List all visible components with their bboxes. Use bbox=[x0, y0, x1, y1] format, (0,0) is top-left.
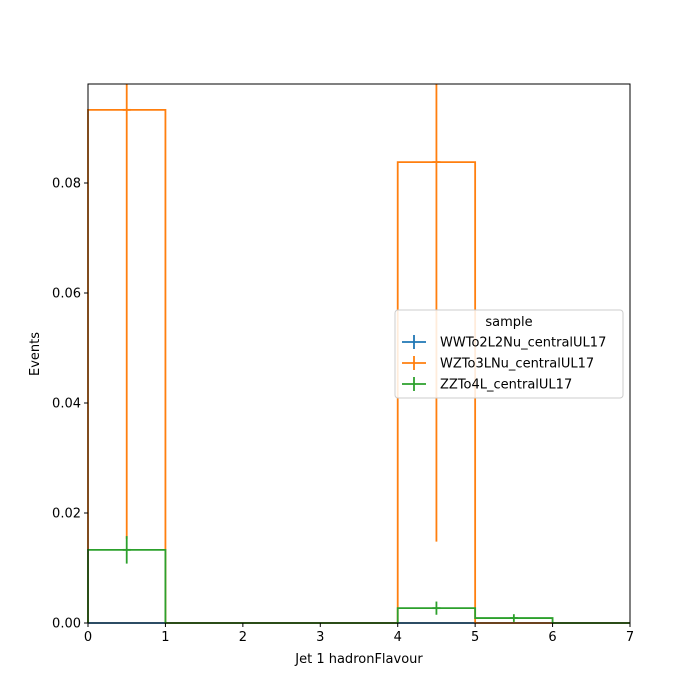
y-axis-label: Events bbox=[28, 332, 43, 376]
plot-frame bbox=[87, 83, 631, 624]
y-tick-label: 0.00 bbox=[52, 617, 81, 632]
x-tick-label: 4 bbox=[394, 630, 402, 645]
x-tick-label: 5 bbox=[471, 630, 479, 645]
y-tick-label: 0.02 bbox=[52, 507, 81, 522]
x-tick-label: 7 bbox=[626, 630, 634, 645]
x-tick-label: 6 bbox=[548, 630, 556, 645]
x-axis-label: Jet 1 hadronFlavour bbox=[294, 652, 423, 667]
legend-box bbox=[394, 309, 624, 399]
y-tick-label: 0.06 bbox=[52, 287, 81, 302]
y-axis: 0.00 0.02 0.04 0.06 0.08 bbox=[52, 177, 88, 632]
legend-entry: ZZTo4L_centralUL17 bbox=[402, 377, 572, 393]
legend-entries: WWTo2L2Nu_centralUL17 WZTo3LNu_centralUL1… bbox=[402, 335, 606, 393]
legend-title: sample bbox=[485, 315, 532, 330]
legend: sample WWTo2L2Nu_centralUL17 WZTo3LNu_cen… bbox=[394, 309, 624, 399]
legend-label: WZTo3LNu_centralUL17 bbox=[440, 357, 594, 372]
legend-entry: WWTo2L2Nu_centralUL17 bbox=[402, 335, 606, 351]
x-tick-label: 1 bbox=[161, 630, 169, 645]
y-tick-label: 0.08 bbox=[52, 177, 81, 192]
x-tick-label: 0 bbox=[84, 630, 92, 645]
x-tick-label: 2 bbox=[239, 630, 247, 645]
x-tick-label: 3 bbox=[316, 630, 324, 645]
y-tick-label: 0.04 bbox=[52, 397, 81, 412]
x-axis: 0 1 2 3 4 5 6 7 bbox=[84, 623, 634, 645]
legend-label: WWTo2L2Nu_centralUL17 bbox=[440, 336, 606, 351]
legend-label: ZZTo4L_centralUL17 bbox=[440, 378, 572, 393]
legend-entry: WZTo3LNu_centralUL17 bbox=[402, 356, 594, 372]
